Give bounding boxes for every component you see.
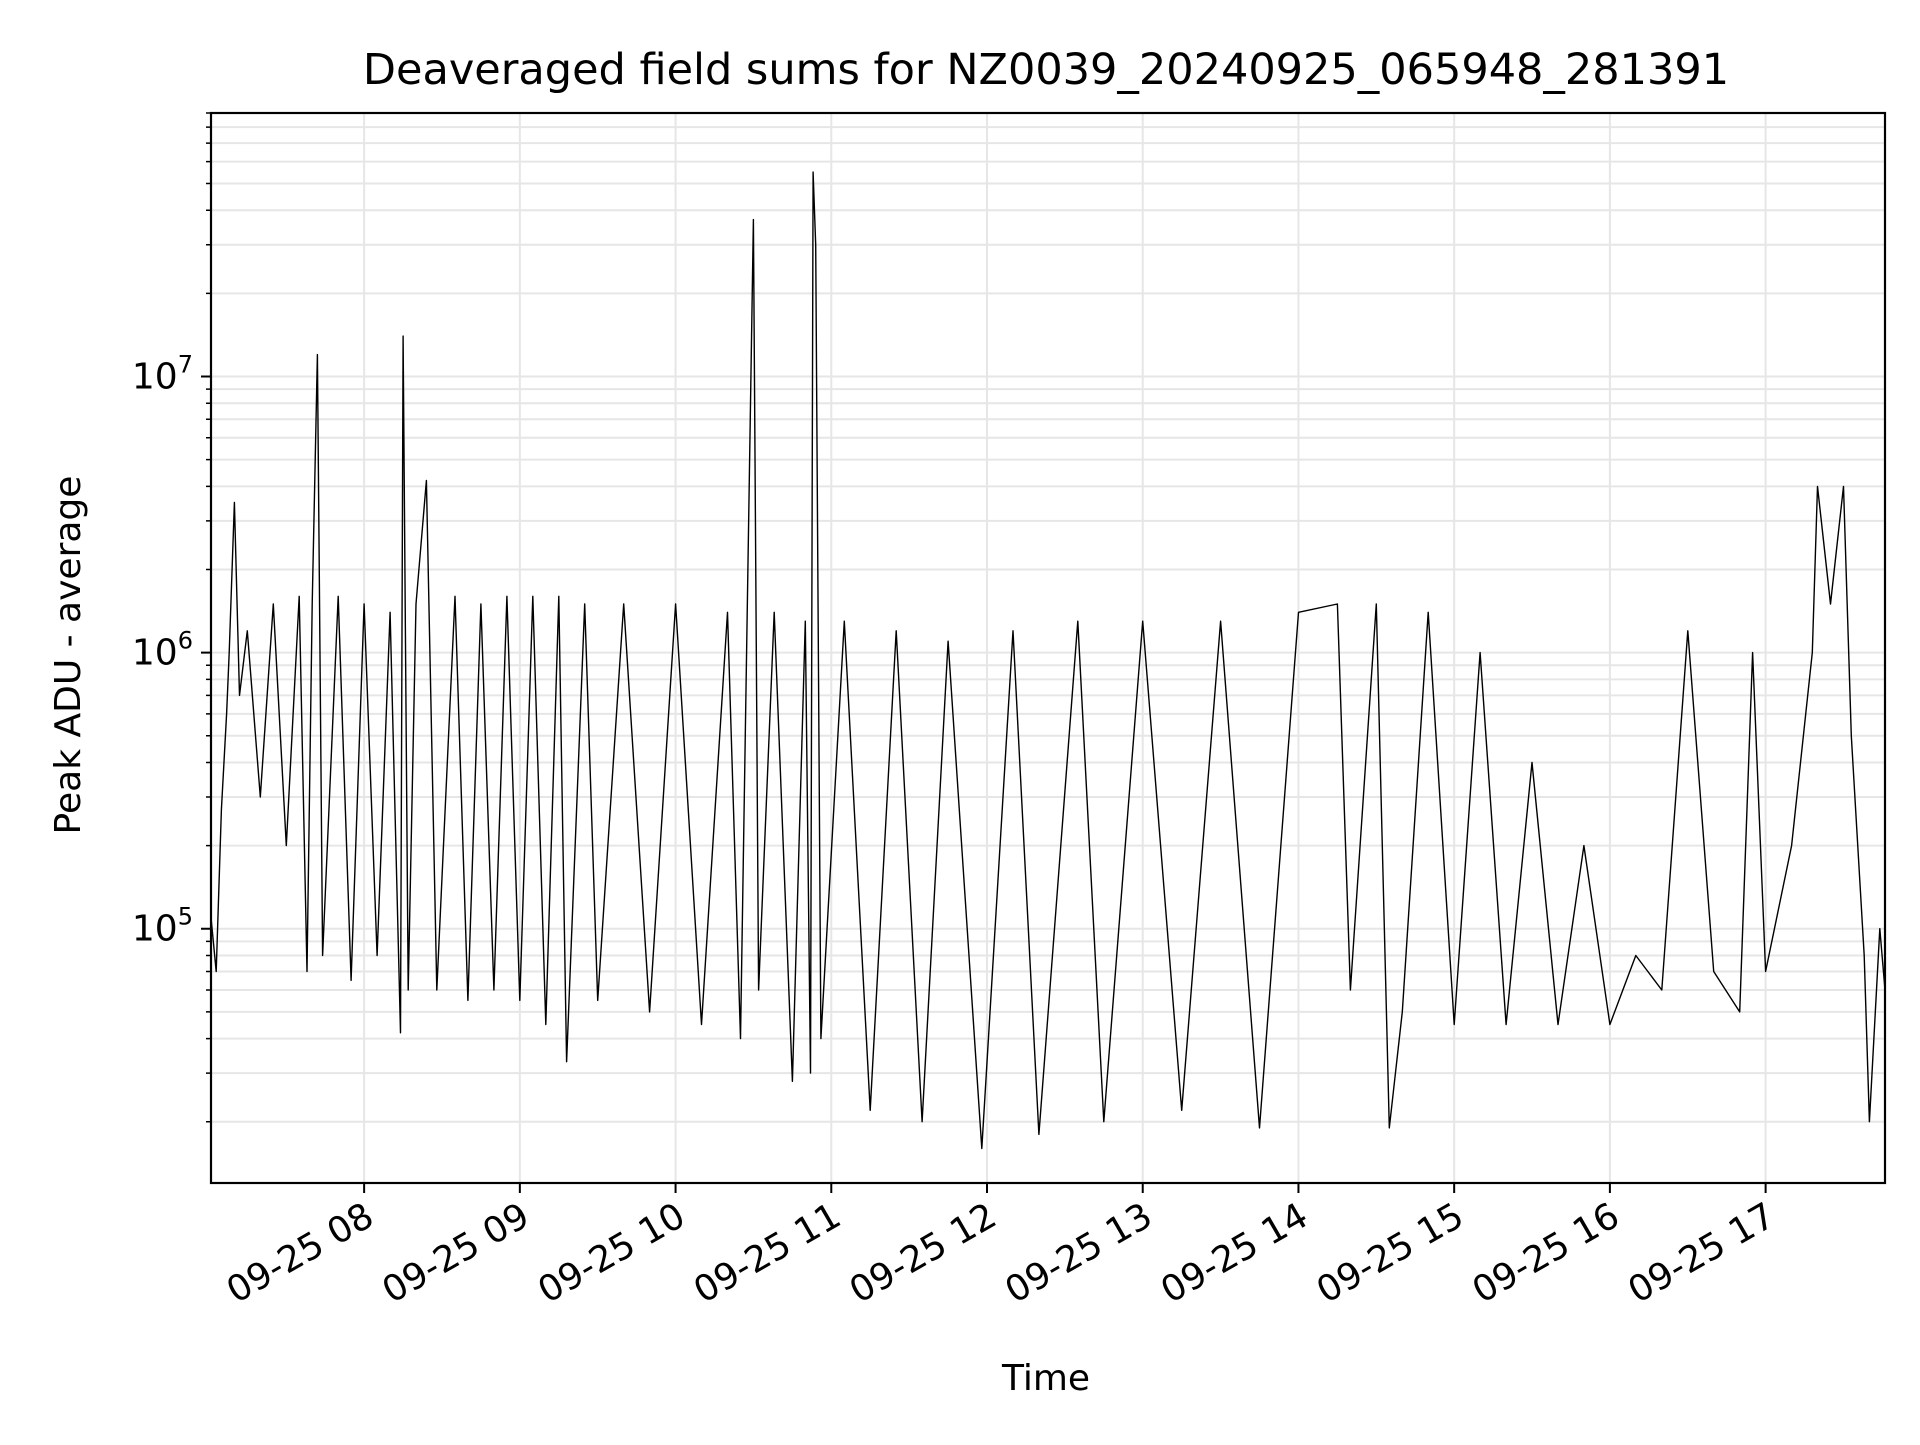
y-tick-label: 106 [132,627,193,674]
plot-layer [210,171,1886,1150]
y-axis-label: Peak ADU - average [48,476,89,835]
y-tick-label: 107 [132,350,193,397]
axes-frame [209,111,1887,1185]
y-tick-label: 105 [132,903,193,950]
chart-title: Deaveraged field sums for NZ0039_2024092… [363,45,1729,95]
x-axis-label: Time [1001,1358,1090,1399]
series-line [210,171,1886,1150]
